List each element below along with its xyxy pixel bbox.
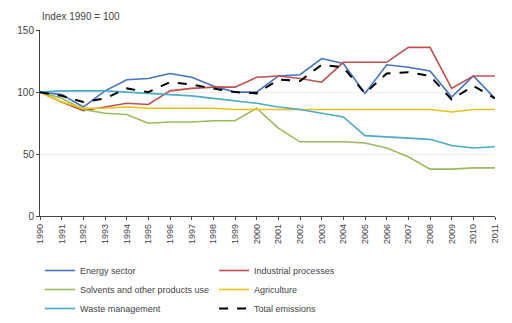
svg-text:1991: 1991 <box>57 224 67 244</box>
svg-text:1994: 1994 <box>122 224 132 244</box>
svg-text:1998: 1998 <box>208 224 218 244</box>
svg-text:1993: 1993 <box>100 224 110 244</box>
svg-text:2004: 2004 <box>338 224 348 244</box>
svg-text:150: 150 <box>17 25 34 36</box>
svg-text:1990: 1990 <box>35 224 45 244</box>
svg-text:Agriculture: Agriculture <box>254 285 297 295</box>
svg-text:Energy sector: Energy sector <box>80 266 136 276</box>
svg-text:2005: 2005 <box>360 224 370 244</box>
svg-text:1996: 1996 <box>165 224 175 244</box>
svg-text:Index 1990 = 100: Index 1990 = 100 <box>42 11 120 22</box>
svg-text:2010: 2010 <box>468 224 478 244</box>
svg-text:2006: 2006 <box>382 224 392 244</box>
svg-text:1999: 1999 <box>230 224 240 244</box>
svg-text:2002: 2002 <box>295 224 305 244</box>
svg-text:2008: 2008 <box>425 224 435 244</box>
svg-text:100: 100 <box>17 87 34 98</box>
svg-text:2000: 2000 <box>252 224 262 244</box>
svg-text:Solvents and other products us: Solvents and other products use <box>80 285 209 295</box>
svg-text:Waste management: Waste management <box>80 304 161 314</box>
svg-text:2003: 2003 <box>317 224 327 244</box>
svg-text:2007: 2007 <box>403 224 413 244</box>
svg-text:1997: 1997 <box>187 224 197 244</box>
svg-text:0: 0 <box>28 211 34 222</box>
svg-text:1995: 1995 <box>143 224 153 244</box>
svg-text:1992: 1992 <box>78 224 88 244</box>
svg-text:Industrial processes: Industrial processes <box>254 266 335 276</box>
svg-text:50: 50 <box>23 149 35 160</box>
svg-text:2001: 2001 <box>273 224 283 244</box>
svg-text:2011: 2011 <box>490 224 500 243</box>
svg-text:2009: 2009 <box>447 224 457 244</box>
svg-text:Total emissions: Total emissions <box>254 304 316 314</box>
